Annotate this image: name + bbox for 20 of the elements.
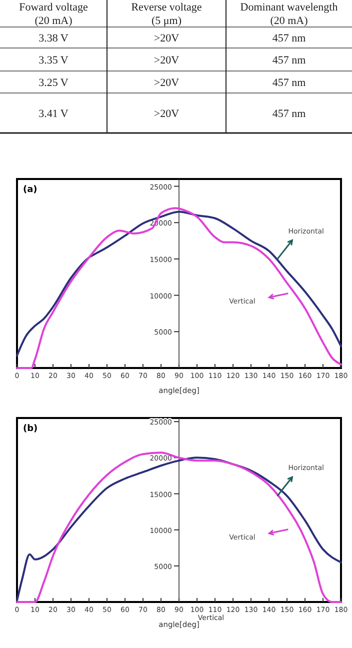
text: Reverse voltage	[131, 2, 202, 14]
text: Foward voltage	[19, 2, 88, 14]
text: (20 mA)	[34, 15, 73, 27]
text: 3.25 V	[38, 77, 68, 89]
text: (5 μm)	[151, 15, 182, 27]
text: 457 nm	[272, 54, 306, 66]
text: Dominant wavelength	[240, 2, 338, 14]
text: 3.41 V	[38, 108, 68, 120]
text: >20V	[154, 77, 180, 89]
text: 457 nm	[272, 77, 306, 89]
text: 3.38 V	[38, 32, 68, 44]
text: 457 nm	[272, 32, 306, 44]
text: 457 nm	[272, 108, 306, 120]
text: >20V	[154, 32, 180, 44]
text: >20V	[154, 108, 180, 120]
text: >20V	[154, 54, 180, 66]
text: 3.35 V	[38, 54, 68, 66]
annotation: (a)	[23, 185, 38, 195]
text: (20 mA)	[270, 15, 308, 27]
annotation: (b)	[23, 424, 38, 434]
